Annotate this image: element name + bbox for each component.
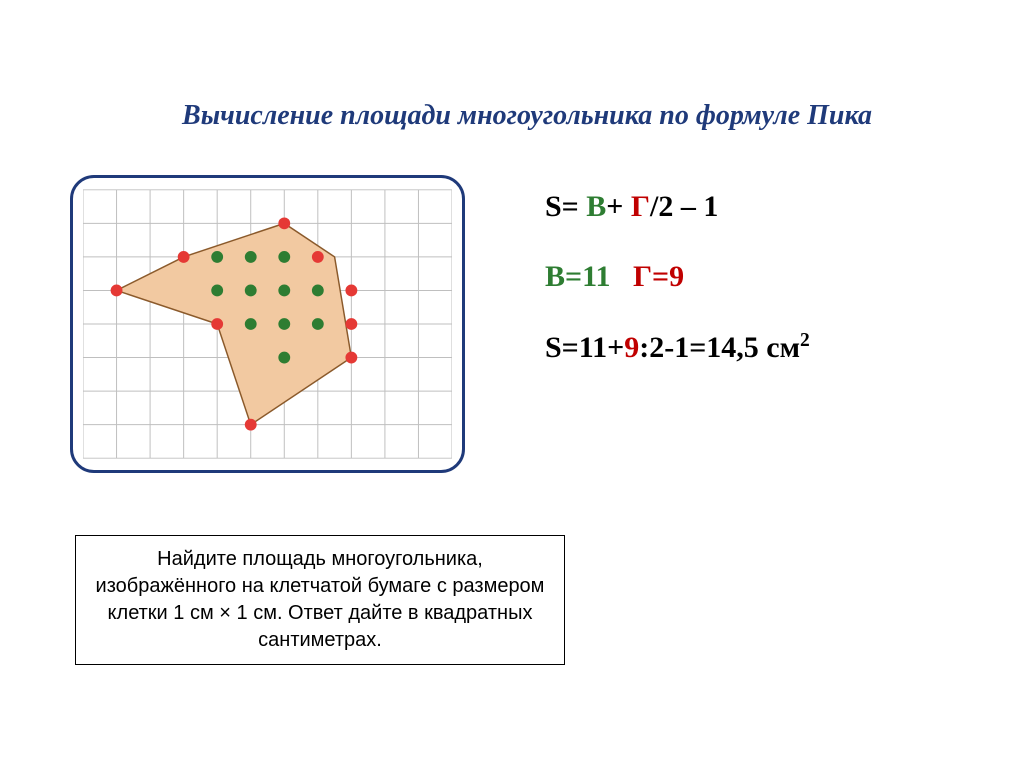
page-title: Вычисление площади многоугольника по фор… bbox=[90, 100, 964, 132]
diagram-frame: 2 bbox=[70, 175, 465, 473]
task-text: Найдите площадь многоугольника, изображё… bbox=[75, 535, 565, 665]
formula-values: В=11 Г=9 bbox=[545, 260, 965, 294]
formula-block: S= В+ Г/2 – 1 В=11 Г=9 S=11+9:2-1=14,5 с… bbox=[545, 190, 965, 401]
formula-result: S=11+9:2-1=14,5 см2 bbox=[545, 330, 965, 365]
polygon-diagram: 2 bbox=[83, 188, 452, 460]
formula-main: S= В+ Г/2 – 1 bbox=[545, 190, 965, 224]
